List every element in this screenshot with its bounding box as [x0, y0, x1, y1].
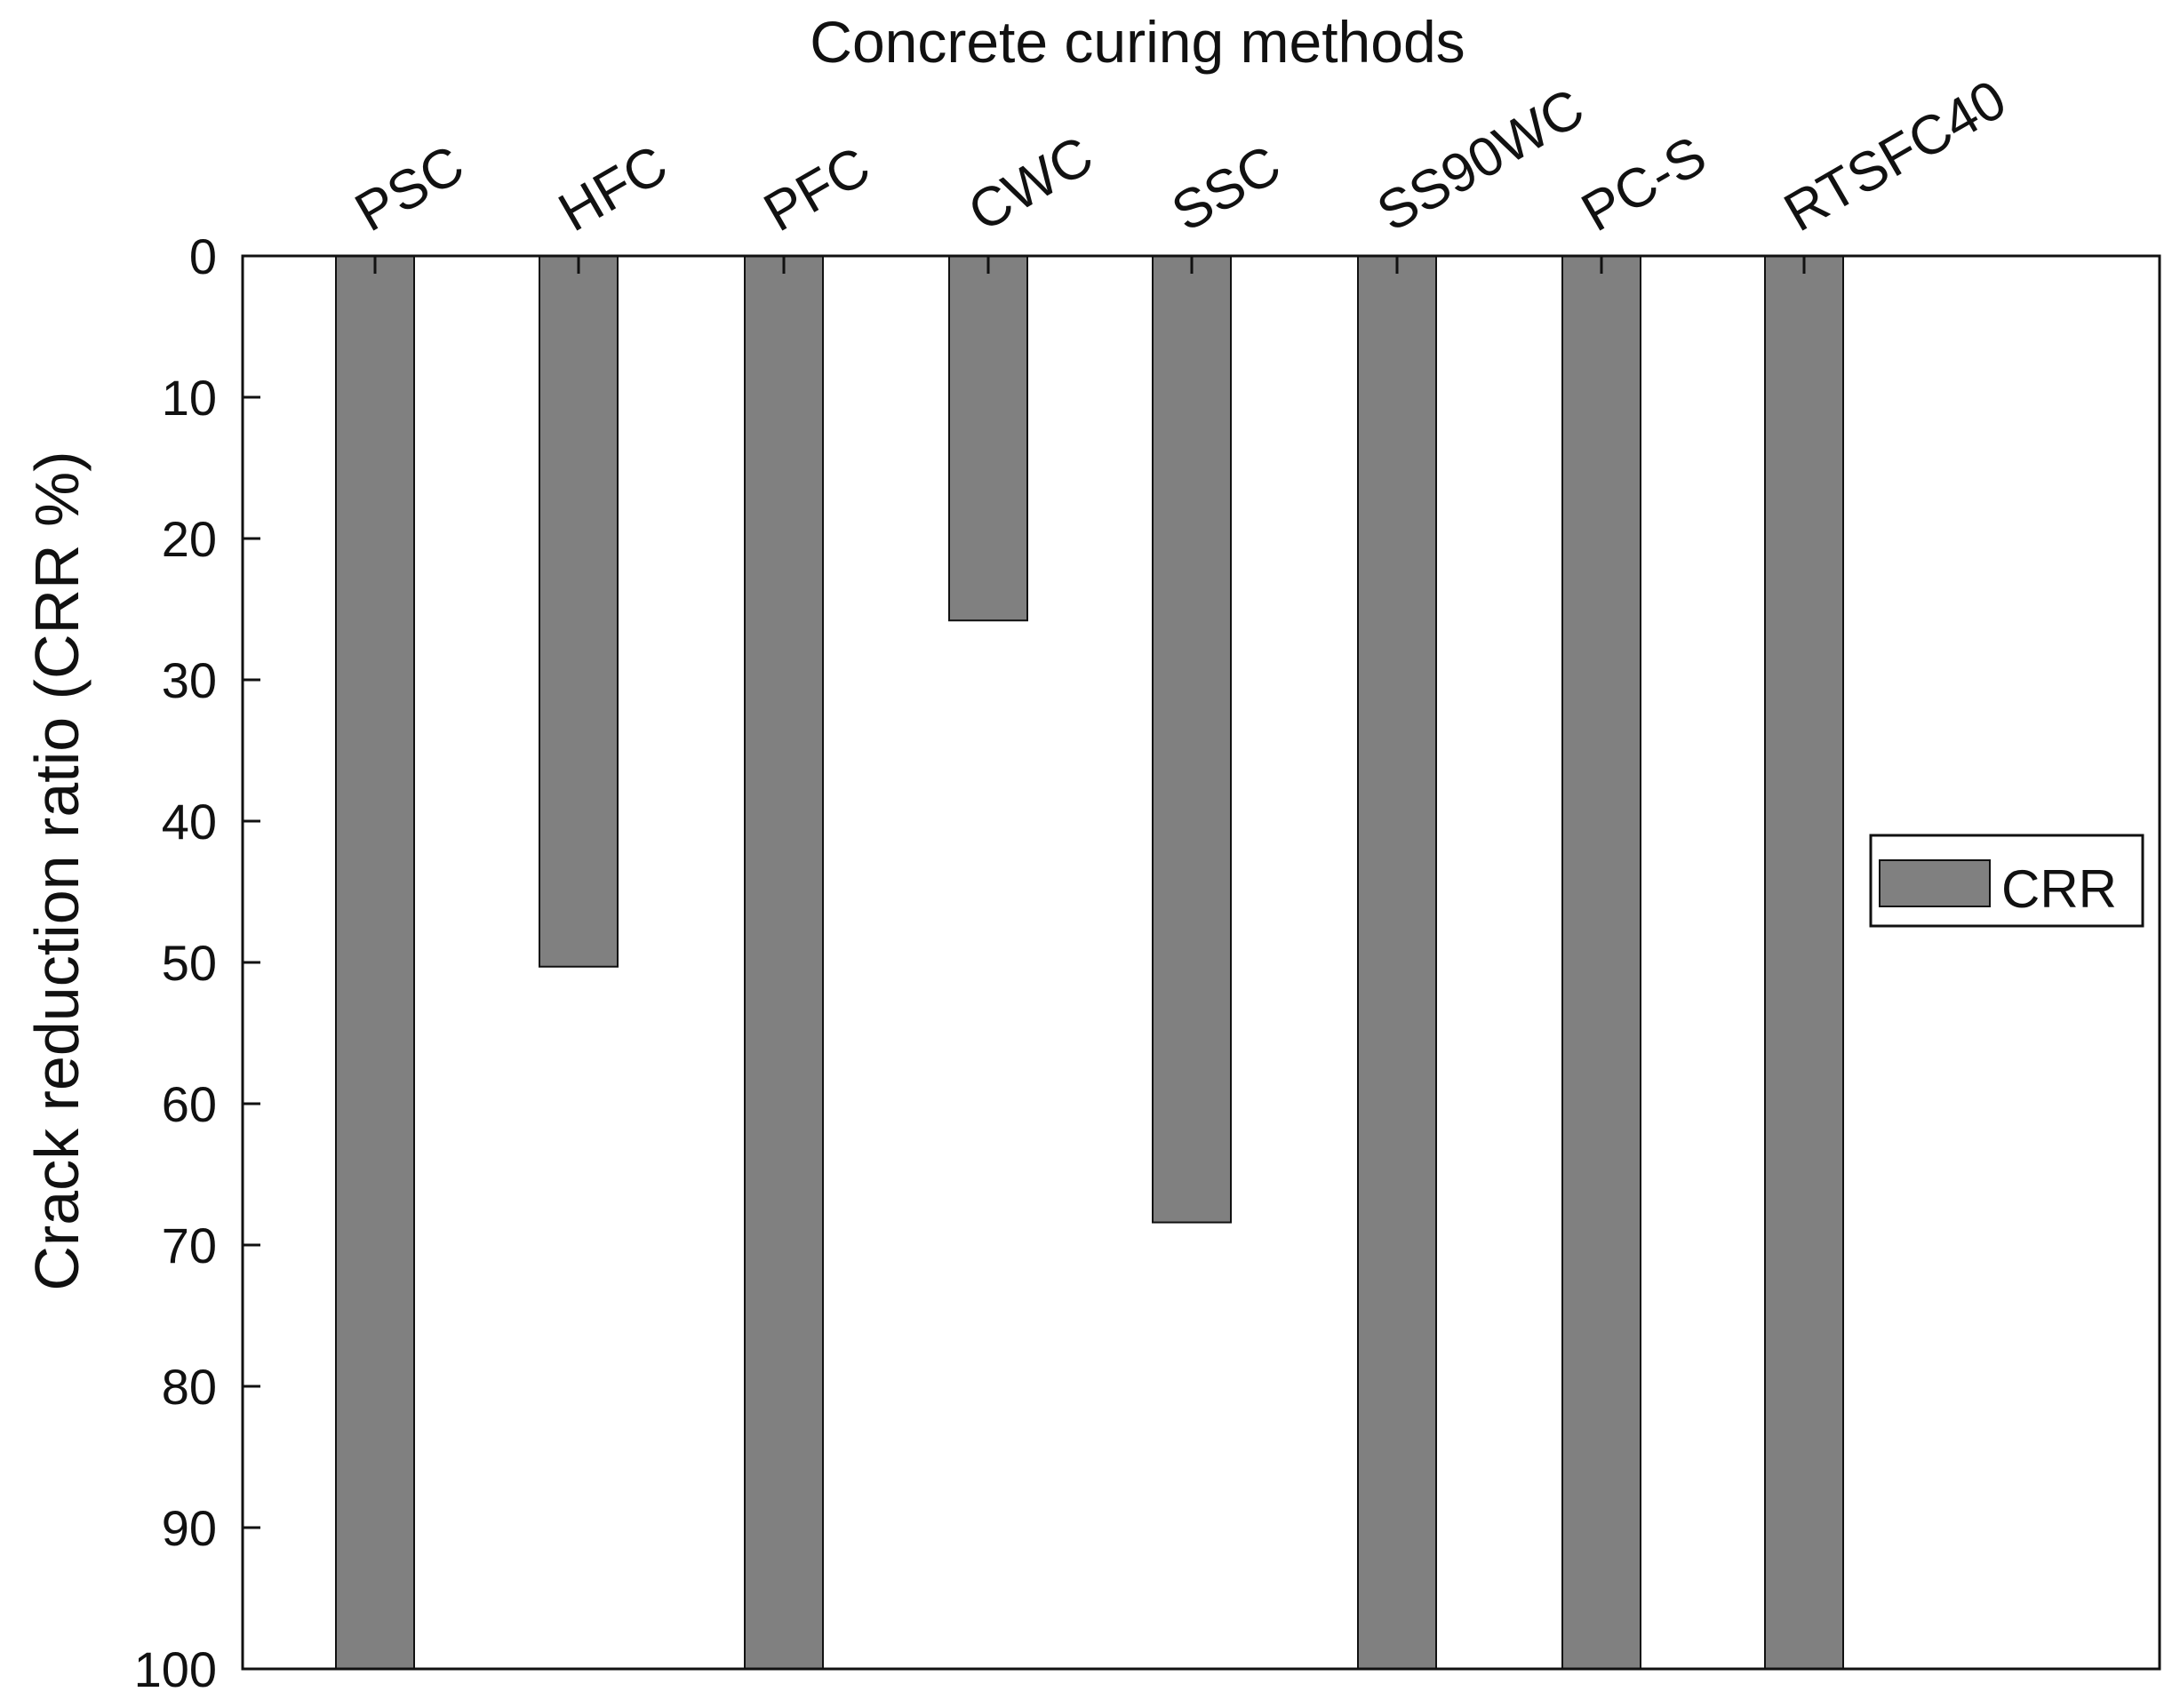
y-tick-label: 50: [162, 935, 217, 991]
bar-pc-s: [1561, 255, 1641, 1670]
plot-frame: [241, 254, 2161, 1671]
bars-layer: [335, 255, 1844, 1670]
legend: CRR: [1869, 834, 2144, 928]
legend-swatch: [1879, 859, 1991, 907]
y-tick-label: 70: [162, 1217, 217, 1273]
y-tick-label: 60: [162, 1076, 217, 1132]
bar-pfc: [744, 255, 824, 1670]
y-tick-label: 90: [162, 1500, 217, 1556]
bar-cwc: [948, 255, 1028, 622]
y-tick-label: 0: [189, 228, 217, 284]
y-tick-label: 80: [162, 1359, 217, 1415]
y-tick-label: 40: [162, 794, 217, 850]
y-tick-label: 100: [134, 1641, 217, 1697]
y-tick-label: 10: [162, 370, 217, 426]
chart-title: Concrete curing methods: [810, 9, 1465, 75]
bar-ss90wc: [1357, 255, 1437, 1670]
y-axis-label: Crack reduction ratio (CRR %): [22, 451, 92, 1290]
bar-ssc: [1152, 255, 1232, 1224]
y-tick-label: 30: [162, 652, 217, 708]
bar-hfc: [539, 255, 619, 968]
bar-psc: [335, 255, 415, 1670]
y-tick-label: 20: [162, 511, 217, 567]
bar-rtsfc40: [1764, 255, 1844, 1670]
legend-label: CRR: [2001, 859, 2117, 919]
